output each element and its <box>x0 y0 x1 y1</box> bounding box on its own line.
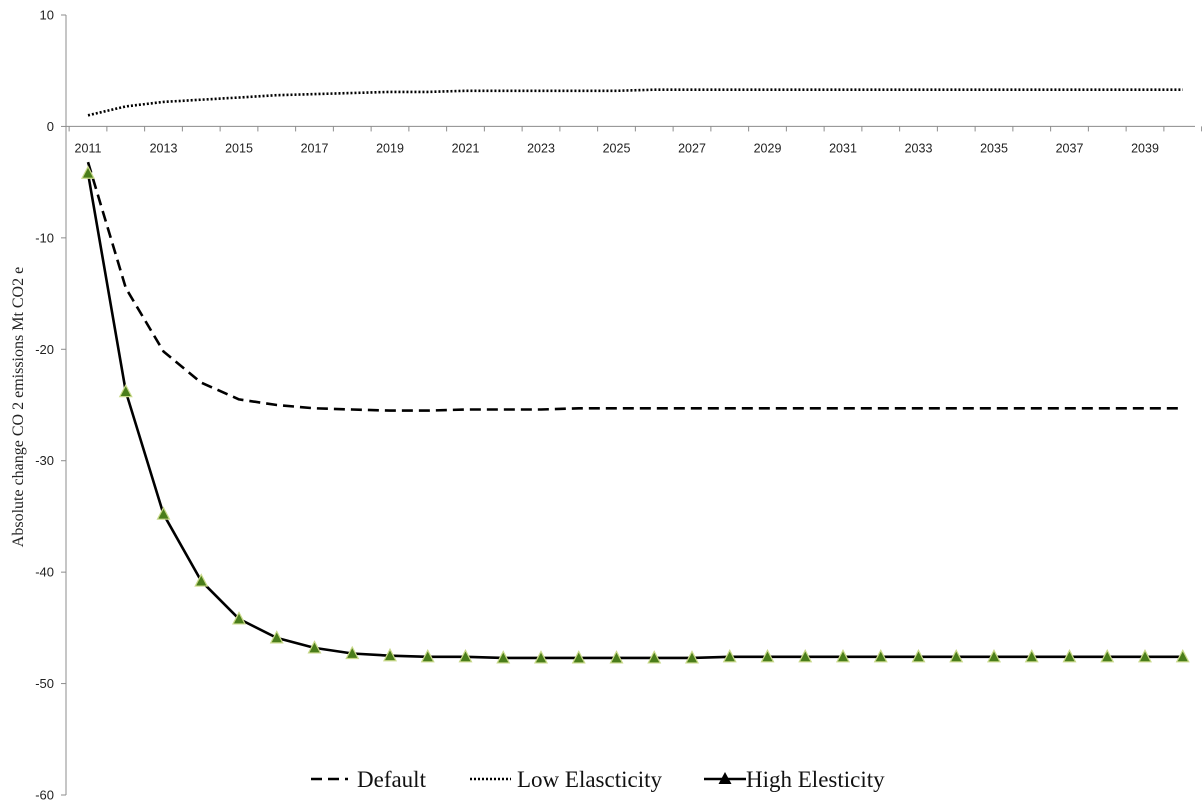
data-point-marker <box>232 611 246 625</box>
legend-label: Default <box>357 767 427 792</box>
data-point-marker <box>420 649 435 663</box>
y-tick-label: -10 <box>35 230 54 245</box>
data-point-marker <box>1138 649 1152 663</box>
x-tick-label: 2011 <box>75 141 102 155</box>
y-axis-label: Absolute change CO 2 emissions Mt CO2 e <box>10 267 27 547</box>
data-point-marker <box>798 649 813 663</box>
series-default <box>86 161 1183 412</box>
x-tick-label: 2019 <box>376 141 404 155</box>
x-tick-label: 2029 <box>754 141 782 155</box>
series-low-elascticity <box>87 88 1183 117</box>
data-point-marker <box>760 649 775 663</box>
data-point-marker <box>269 630 284 644</box>
data-point-marker <box>685 650 699 664</box>
data-point-marker <box>873 649 888 663</box>
y-tick-label: -20 <box>35 342 54 357</box>
legend-item: Default <box>311 767 427 792</box>
x-tick-label: 2027 <box>678 141 706 155</box>
data-point-marker <box>118 383 133 398</box>
y-tick-label: -60 <box>35 788 54 800</box>
data-point-marker <box>1024 649 1039 663</box>
data-point-marker <box>496 650 511 664</box>
legend-label: High Elesticity <box>746 767 885 792</box>
data-point-marker <box>458 649 473 663</box>
data-point-marker <box>383 647 397 662</box>
x-tick-label: 2039 <box>1131 141 1159 155</box>
data-point-marker <box>911 649 926 663</box>
legend-item: High Elesticity <box>704 767 885 792</box>
x-tick-label: 2025 <box>603 141 631 155</box>
data-point-marker <box>1175 649 1190 663</box>
data-point-marker <box>836 649 850 663</box>
data-point-marker <box>81 165 95 179</box>
data-point-marker <box>722 649 737 663</box>
data-point-marker <box>156 506 171 520</box>
x-tick-label: 2031 <box>829 141 857 155</box>
x-tick-label: 2021 <box>452 141 480 155</box>
series-high-elesticity <box>81 165 1190 664</box>
x-tick-label: 2033 <box>905 141 933 155</box>
legend-marker <box>718 772 732 784</box>
series-layer <box>81 88 1190 664</box>
data-point-marker <box>307 640 322 654</box>
y-tick-label: -50 <box>35 676 54 691</box>
x-tick-label: 2017 <box>301 141 329 155</box>
y-tick-label: 0 <box>47 119 54 134</box>
x-tick-label: 2023 <box>527 141 555 155</box>
y-axis-ticks: 10 0 -10 -20 -30 -40 -50 -60 <box>35 8 66 800</box>
data-point-marker <box>1062 649 1077 663</box>
x-tick-label: 2015 <box>225 141 253 155</box>
x-tick-label: 2035 <box>980 141 1008 155</box>
legend-label: Low Elascticity <box>517 767 662 792</box>
data-point-marker <box>345 645 360 660</box>
y-tick-label: -30 <box>35 453 54 468</box>
data-point-marker <box>571 650 586 664</box>
legend-item: Low Elascticity <box>470 767 662 792</box>
series-line <box>86 161 1183 412</box>
y-tick-label: -40 <box>35 565 54 580</box>
axes <box>65 15 1195 795</box>
data-point-marker <box>949 649 964 663</box>
data-point-marker <box>647 650 662 664</box>
legend: Default Low Elascticity High Elesticity <box>311 767 885 792</box>
x-tick-label: 2037 <box>1056 141 1084 155</box>
y-tick-label: 10 <box>40 8 54 23</box>
series-line <box>86 172 1183 660</box>
x-tick-label: 2013 <box>150 141 178 155</box>
data-point-marker <box>1100 649 1115 663</box>
series-line <box>87 88 1183 117</box>
x-axis-ticks: 2011 2013 2015 2017 2019 2021 2023 2025 2027 2029… <box>68 126 1202 155</box>
data-point-marker <box>194 573 209 587</box>
data-point-marker <box>609 650 624 664</box>
data-point-marker <box>987 649 1001 663</box>
data-point-marker <box>534 650 548 664</box>
